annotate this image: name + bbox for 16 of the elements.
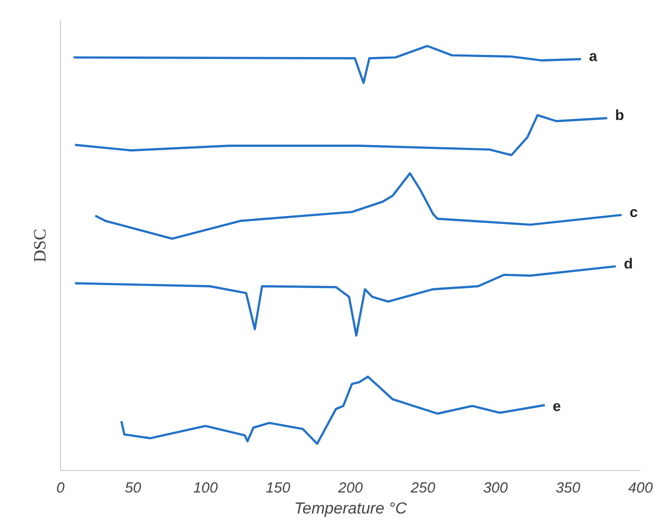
series-label: c (630, 204, 638, 221)
y-axis-title: DSC (30, 228, 50, 262)
x-tick-label: 400 (628, 480, 654, 496)
x-tick-label: 150 (266, 480, 292, 496)
series-label: a (589, 49, 598, 66)
x-tick-label: 250 (410, 480, 436, 496)
x-tick-label: 350 (556, 480, 582, 496)
series-label: d (624, 256, 633, 272)
x-tick-label: 300 (483, 480, 509, 496)
x-axis-title: Temperature °C (294, 500, 408, 518)
x-tick-label: 0 (56, 480, 66, 496)
x-tick-label: 100 (193, 480, 219, 496)
series-label: b (615, 108, 624, 124)
x-tick-label: 50 (124, 480, 142, 496)
series-label: e (552, 399, 561, 416)
x-tick-label: 200 (337, 480, 364, 496)
